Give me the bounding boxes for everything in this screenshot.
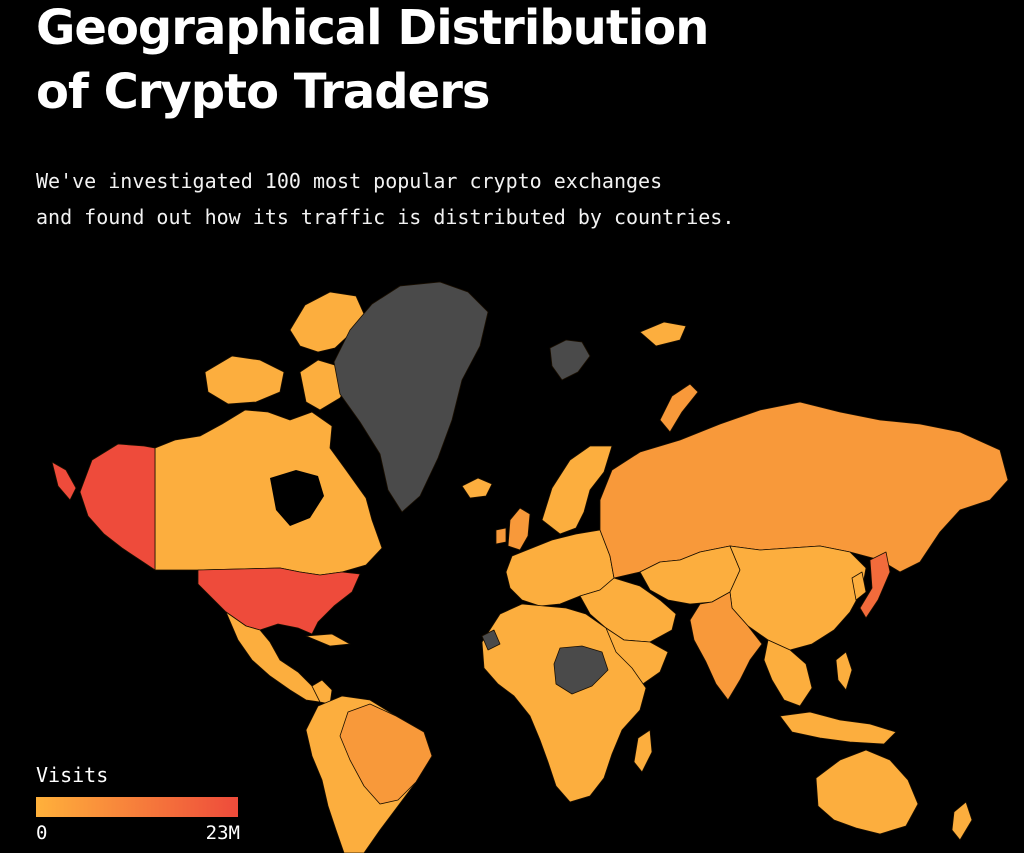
region-west-africa-no-data[interactable] xyxy=(481,629,501,651)
region-greenland[interactable] xyxy=(333,281,489,513)
region-central-america[interactable] xyxy=(311,679,333,705)
region-india[interactable] xyxy=(689,591,763,701)
legend-labels: 0 23M xyxy=(36,821,240,845)
region-africa[interactable] xyxy=(481,603,647,803)
region-japan[interactable] xyxy=(859,551,891,619)
legend-gradient-bar xyxy=(36,797,238,817)
region-southeast-asia[interactable] xyxy=(763,639,813,707)
subtitle-line-1: We've investigated 100 most popular cryp… xyxy=(36,169,663,193)
region-indonesia[interactable] xyxy=(779,711,897,745)
region-ireland[interactable] xyxy=(495,527,507,545)
subtitle-line-2: and found out how its traffic is distrib… xyxy=(36,205,735,229)
region-aleutians[interactable] xyxy=(51,461,77,501)
region-korea[interactable] xyxy=(851,571,867,601)
legend-min-label: 0 xyxy=(36,822,48,844)
region-new-zealand[interactable] xyxy=(951,801,973,841)
region-cuba[interactable] xyxy=(305,633,351,647)
region-brazil[interactable] xyxy=(339,703,433,805)
region-novaya-zemlya[interactable] xyxy=(659,383,699,433)
title-line-1: Geographical Distribution xyxy=(36,0,709,56)
region-svalbard[interactable] xyxy=(549,339,591,381)
region-united-kingdom[interactable] xyxy=(507,507,531,551)
legend-title: Visits xyxy=(36,763,109,787)
region-madagascar[interactable] xyxy=(633,729,653,773)
page-title: Geographical Distribution of Crypto Trad… xyxy=(36,0,709,124)
title-line-2: of Crypto Traders xyxy=(36,64,490,120)
region-arctic-archipelago[interactable] xyxy=(204,355,285,405)
region-alaska[interactable] xyxy=(79,443,156,571)
region-iceland[interactable] xyxy=(461,477,493,499)
legend-max-label: 23M xyxy=(205,822,240,844)
world-map xyxy=(51,281,1009,853)
region-united-states[interactable] xyxy=(197,567,361,635)
region-scandinavia[interactable] xyxy=(541,445,613,535)
region-central-africa[interactable] xyxy=(553,645,609,695)
legend: Visits 0 23M xyxy=(36,762,240,845)
region-franz-josef-land[interactable] xyxy=(639,321,687,347)
region-canada[interactable] xyxy=(154,409,383,576)
region-hudson-bay xyxy=(270,470,324,526)
subtitle: We've investigated 100 most popular cryp… xyxy=(36,163,734,235)
region-philippines[interactable] xyxy=(835,651,853,691)
region-australia[interactable] xyxy=(815,749,919,835)
